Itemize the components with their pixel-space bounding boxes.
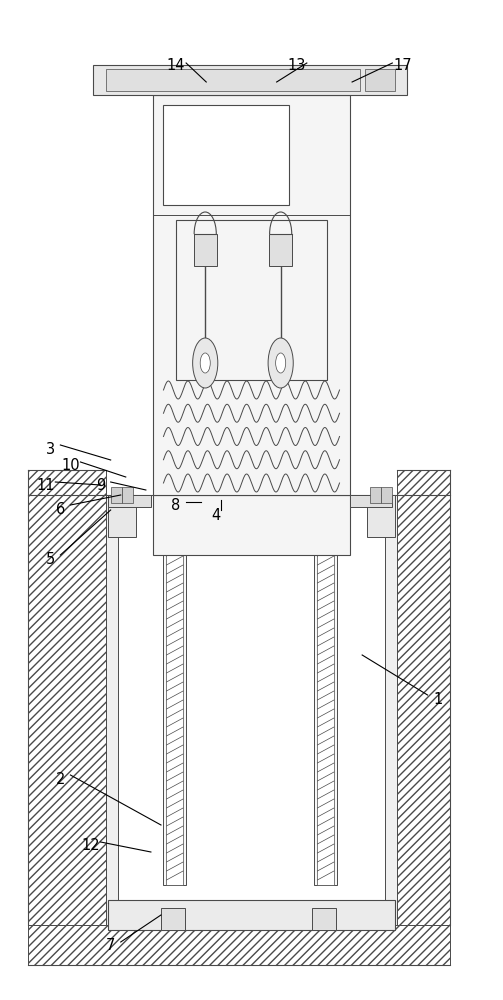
Text: 11: 11 [36,478,54,492]
Bar [381,487,392,503]
Bar [270,234,292,266]
Text: 14: 14 [167,57,185,73]
Bar [28,925,450,965]
Bar [122,487,133,503]
Bar [153,95,350,495]
Bar [385,495,397,925]
Text: 5: 5 [46,552,55,568]
Bar [317,500,334,885]
Bar [350,495,392,507]
Bar [93,65,407,95]
Bar [108,900,395,930]
Bar [367,495,395,537]
Text: 10: 10 [61,458,80,473]
Text: 4: 4 [212,508,221,522]
Bar [108,495,151,507]
Bar [163,105,289,205]
Text: 3: 3 [46,442,55,458]
Bar [314,500,337,885]
Text: 17: 17 [393,57,412,73]
Bar [106,495,118,925]
Text: 13: 13 [288,57,306,73]
Circle shape [276,353,286,373]
Bar [163,500,186,885]
Bar [28,495,106,925]
Bar [312,908,336,930]
Bar [370,487,381,503]
Text: 7: 7 [106,938,115,952]
Bar [108,495,136,537]
Circle shape [268,338,293,388]
Bar [397,470,450,495]
Circle shape [200,353,210,373]
Bar [161,908,185,930]
Text: 2: 2 [56,772,65,788]
Bar [153,495,350,555]
Bar [111,487,122,503]
Bar [28,470,106,495]
Text: 12: 12 [81,838,100,852]
Bar [397,495,450,925]
Bar [176,220,327,380]
Bar [365,69,395,91]
Text: 6: 6 [56,502,65,518]
Bar [106,69,360,91]
Text: 9: 9 [96,478,105,492]
Circle shape [193,338,218,388]
Text: 8: 8 [172,497,181,512]
Bar [194,234,216,266]
Bar [166,500,183,885]
Text: 1: 1 [433,692,442,708]
